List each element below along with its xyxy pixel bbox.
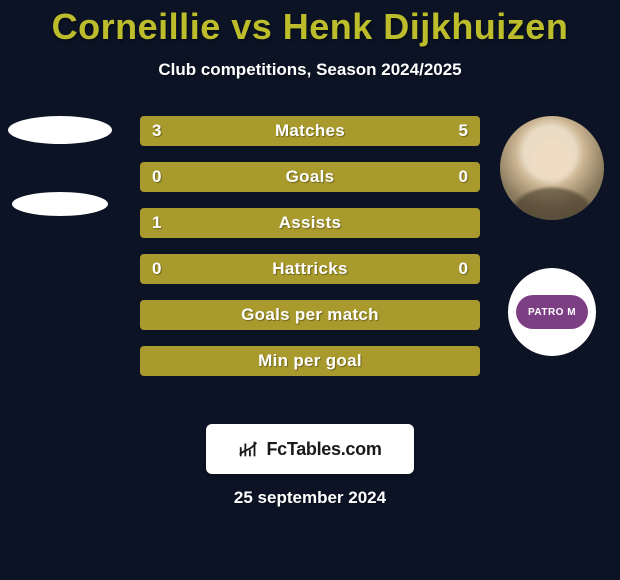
player-left-club-badge bbox=[12, 192, 108, 216]
stat-label: Goals per match bbox=[140, 300, 480, 330]
footer-logo: FcTables.com bbox=[206, 424, 414, 474]
stat-value-right: 0 bbox=[459, 162, 468, 192]
player-right-avatar bbox=[500, 116, 604, 220]
stat-label: Matches bbox=[140, 116, 480, 146]
stat-value-left: 1 bbox=[152, 208, 161, 238]
stat-value-right: 5 bbox=[459, 116, 468, 146]
stat-label: Assists bbox=[140, 208, 480, 238]
stat-row: Assists1 bbox=[140, 208, 480, 238]
player-right-column: PATRO M bbox=[492, 116, 612, 356]
player-right-club-badge: PATRO M bbox=[508, 268, 596, 356]
stat-row: Matches3 5 bbox=[140, 116, 480, 146]
player-left-avatar bbox=[8, 116, 112, 144]
stat-row: Min per goal bbox=[140, 346, 480, 376]
patro-badge-text: PATRO M bbox=[528, 307, 576, 318]
stat-value-right: 0 bbox=[459, 254, 468, 284]
stat-row: Goals0 0 bbox=[140, 162, 480, 192]
stat-row: Goals per match bbox=[140, 300, 480, 330]
stats-area: PATRO M Matches35Goals00Assists1Hattrick… bbox=[0, 116, 620, 406]
footer-brand-text: FcTables.com bbox=[266, 439, 381, 460]
footer-date: 25 september 2024 bbox=[0, 488, 620, 508]
subtitle: Club competitions, Season 2024/2025 bbox=[0, 60, 620, 80]
stat-bars: Matches35Goals00Assists1Hattricks00Goals… bbox=[140, 116, 480, 376]
page-title: Corneillie vs Henk Dijkhuizen bbox=[0, 6, 620, 48]
player-left-column bbox=[0, 116, 120, 216]
stat-value-left: 3 bbox=[152, 116, 161, 146]
stat-row: Hattricks0 0 bbox=[140, 254, 480, 284]
stat-label: Hattricks bbox=[140, 254, 480, 284]
fctables-icon bbox=[238, 438, 260, 460]
patro-badge: PATRO M bbox=[516, 295, 588, 329]
stat-label: Goals bbox=[140, 162, 480, 192]
stat-label: Min per goal bbox=[140, 346, 480, 376]
comparison-card: Corneillie vs Henk Dijkhuizen Club compe… bbox=[0, 0, 620, 580]
stat-value-left: 0 bbox=[152, 254, 161, 284]
stat-value-left: 0 bbox=[152, 162, 161, 192]
